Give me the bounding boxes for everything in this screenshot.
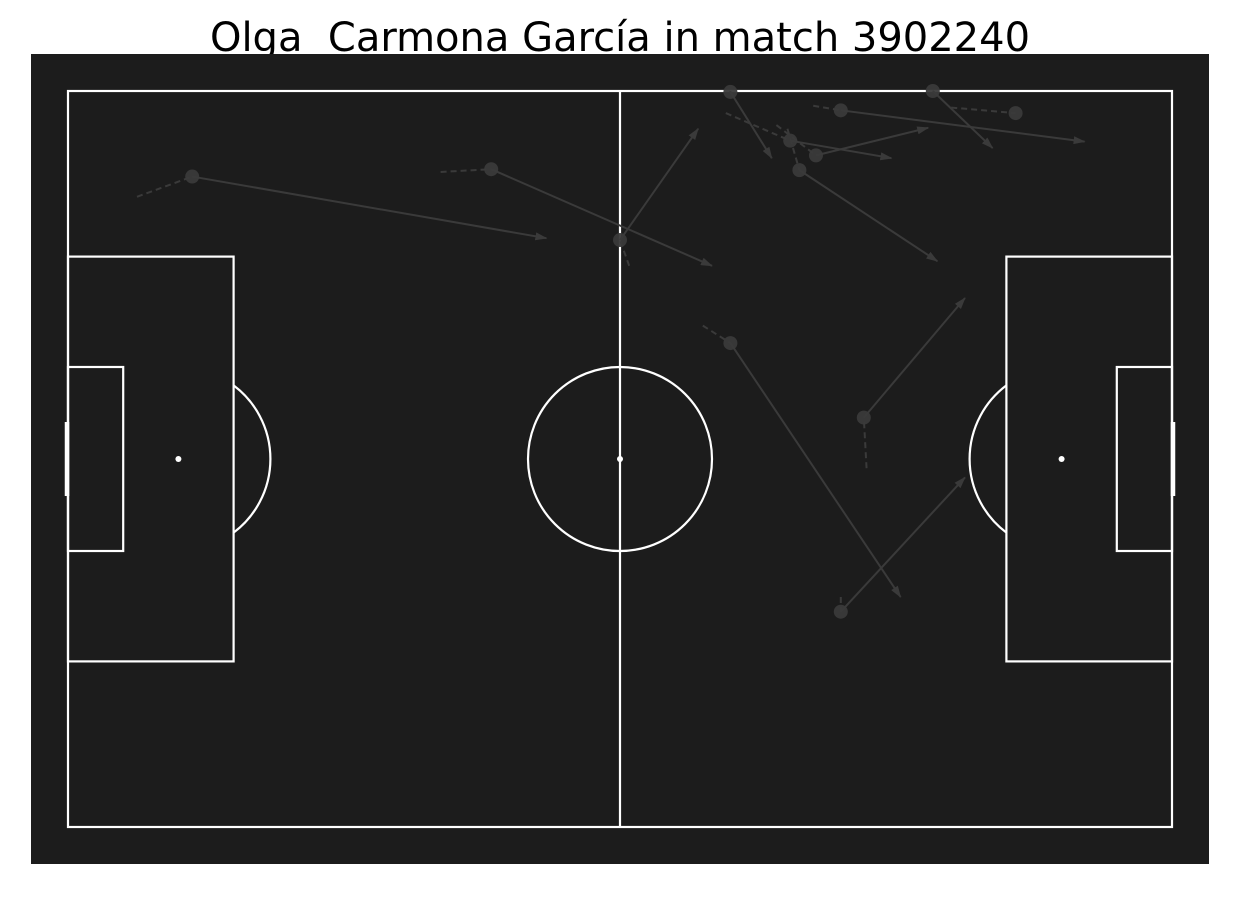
- carry-line: [702, 324, 731, 344]
- pass-10: [951, 106, 1023, 121]
- pass-12: [856, 297, 966, 469]
- pass-arrow: [729, 91, 773, 160]
- pass-start-point: [723, 84, 738, 99]
- pass-6: [775, 124, 930, 163]
- carry-line: [775, 124, 817, 157]
- pass-2: [440, 162, 713, 267]
- pass-arrow: [192, 175, 548, 241]
- pass-arrow: [840, 109, 1086, 145]
- pass-arrow: [619, 127, 700, 241]
- right-penalty-spot: [1058, 456, 1065, 462]
- right-penalty-arc: [968, 384, 1008, 534]
- pass-start-point: [613, 233, 627, 248]
- center-circle: [526, 365, 714, 553]
- pass-7: [786, 128, 939, 263]
- pass-start-point: [925, 84, 940, 98]
- carry-line: [862, 417, 868, 469]
- pass-arrow: [798, 169, 939, 263]
- pass-arrow: [815, 126, 930, 157]
- pass-start-point: [723, 336, 738, 351]
- pass-9: [925, 84, 994, 149]
- pass-start-point: [1008, 106, 1023, 121]
- pass-arrow: [490, 168, 713, 267]
- pass-start-point: [185, 169, 200, 184]
- pass-1: [136, 169, 548, 241]
- carry-line: [951, 106, 1016, 115]
- chart-title: Olga Carmona García in match 3902240: [209, 15, 1031, 61]
- pass-arrow: [863, 297, 966, 419]
- carry-line: [786, 128, 801, 171]
- pass-11: [702, 324, 902, 598]
- pass-3: [613, 127, 700, 267]
- pass-arrow: [840, 476, 966, 613]
- passes-layer: [136, 84, 1086, 619]
- carry-line: [440, 168, 492, 173]
- left-penalty-spot: [175, 456, 182, 462]
- pass-start-point: [833, 103, 848, 118]
- pass-start-point: [808, 148, 823, 163]
- pass-start-point: [484, 162, 499, 177]
- pass-arrow: [932, 90, 994, 149]
- left-penalty-arc: [232, 384, 272, 534]
- pass-arrow: [729, 342, 902, 598]
- pitch-spots: [175, 456, 1065, 462]
- pass-start-point: [792, 163, 807, 178]
- carry-line: [725, 112, 791, 142]
- pass-8: [813, 103, 1086, 145]
- center-spot: [617, 456, 623, 462]
- pass-13: [833, 476, 966, 619]
- pass-4: [723, 84, 773, 160]
- pass-start-point: [833, 604, 848, 619]
- pass-start-point: [856, 410, 871, 425]
